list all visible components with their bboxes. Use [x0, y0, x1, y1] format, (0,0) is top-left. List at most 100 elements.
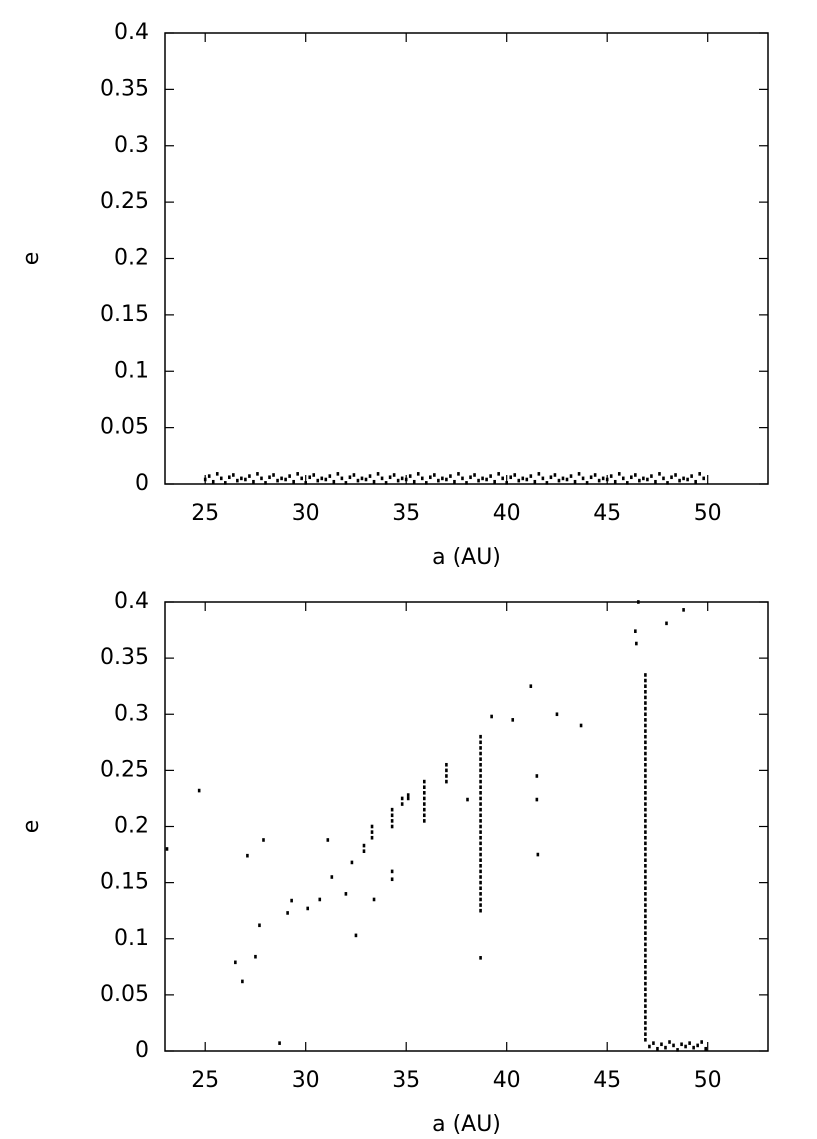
x-axis-label: a (AU): [432, 1112, 501, 1137]
point: [493, 479, 496, 484]
point: [644, 740, 647, 745]
y-tick-label: 0.15: [100, 870, 149, 895]
point: [644, 852, 647, 857]
point: [605, 477, 609, 482]
point: [644, 706, 647, 711]
point: [644, 734, 647, 739]
y-tick-label: 0.25: [100, 757, 149, 782]
y-tick-label: 0.4: [114, 20, 149, 45]
point: [505, 481, 508, 485]
point: [479, 813, 482, 818]
point: [211, 479, 215, 484]
point: [479, 791, 482, 795]
point: [644, 931, 647, 935]
point: [304, 481, 307, 485]
point: [684, 1044, 687, 1049]
point: [445, 768, 448, 773]
point: [644, 948, 647, 952]
point: [589, 475, 593, 480]
point: [479, 841, 482, 846]
point: [553, 473, 557, 477]
point: [384, 481, 388, 485]
point: [479, 819, 482, 823]
point: [479, 779, 482, 784]
point: [644, 1037, 647, 1042]
point: [517, 478, 521, 483]
point: [644, 729, 647, 733]
point: [324, 477, 328, 482]
point: [272, 473, 275, 477]
point: [644, 847, 647, 851]
point: [420, 476, 424, 481]
point: [479, 869, 482, 874]
point: [241, 979, 244, 984]
point: [300, 476, 303, 481]
x-tick-label: 45: [593, 1068, 621, 1093]
point: [644, 712, 647, 717]
point: [422, 819, 426, 823]
point: [646, 477, 649, 482]
point: [228, 475, 231, 480]
point: [644, 830, 647, 834]
point: [644, 774, 647, 778]
x-axis-label: a (AU): [432, 545, 501, 570]
point: [479, 774, 482, 778]
x-tick-label: 30: [292, 501, 320, 526]
point: [292, 479, 295, 484]
point: [678, 478, 681, 483]
point: [621, 476, 625, 481]
point: [445, 762, 448, 767]
point: [466, 797, 469, 802]
point: [557, 478, 561, 483]
point: [330, 875, 334, 879]
point: [396, 478, 400, 483]
point: [479, 751, 482, 756]
point: [565, 477, 569, 482]
y-tick-label: 0.2: [114, 814, 149, 839]
point: [644, 936, 647, 941]
point: [306, 906, 310, 911]
point: [644, 892, 647, 896]
point: [215, 472, 219, 476]
point: [674, 473, 677, 477]
x-tick-label: 25: [191, 1068, 219, 1093]
point: [555, 712, 559, 717]
point: [662, 476, 665, 481]
point: [336, 472, 340, 476]
point: [644, 970, 647, 975]
point: [429, 475, 432, 480]
point: [490, 714, 493, 719]
point: [644, 959, 647, 963]
point: [644, 751, 647, 756]
point: [400, 802, 404, 806]
point: [352, 473, 356, 477]
point: [634, 473, 637, 477]
point: [670, 475, 673, 480]
point: [581, 476, 585, 481]
point: [642, 476, 645, 481]
point: [262, 838, 265, 842]
point: [344, 481, 348, 485]
point: [513, 473, 517, 477]
y-tick-label: 0.05: [100, 982, 149, 1007]
y-tick-label: 0.15: [100, 302, 149, 327]
point: [644, 768, 647, 773]
point: [312, 473, 316, 477]
point: [479, 956, 482, 960]
point: [644, 920, 647, 924]
point: [644, 925, 647, 930]
point: [609, 474, 613, 478]
point: [479, 886, 482, 891]
point: [601, 476, 605, 481]
point: [244, 477, 247, 482]
point: [422, 779, 426, 784]
point: [422, 785, 426, 790]
point: [660, 1042, 663, 1047]
point: [593, 473, 597, 477]
point: [698, 472, 701, 476]
y-axis-label: e: [19, 820, 44, 834]
point: [666, 481, 669, 485]
point: [256, 472, 259, 476]
point: [644, 690, 647, 694]
point: [644, 998, 647, 1003]
